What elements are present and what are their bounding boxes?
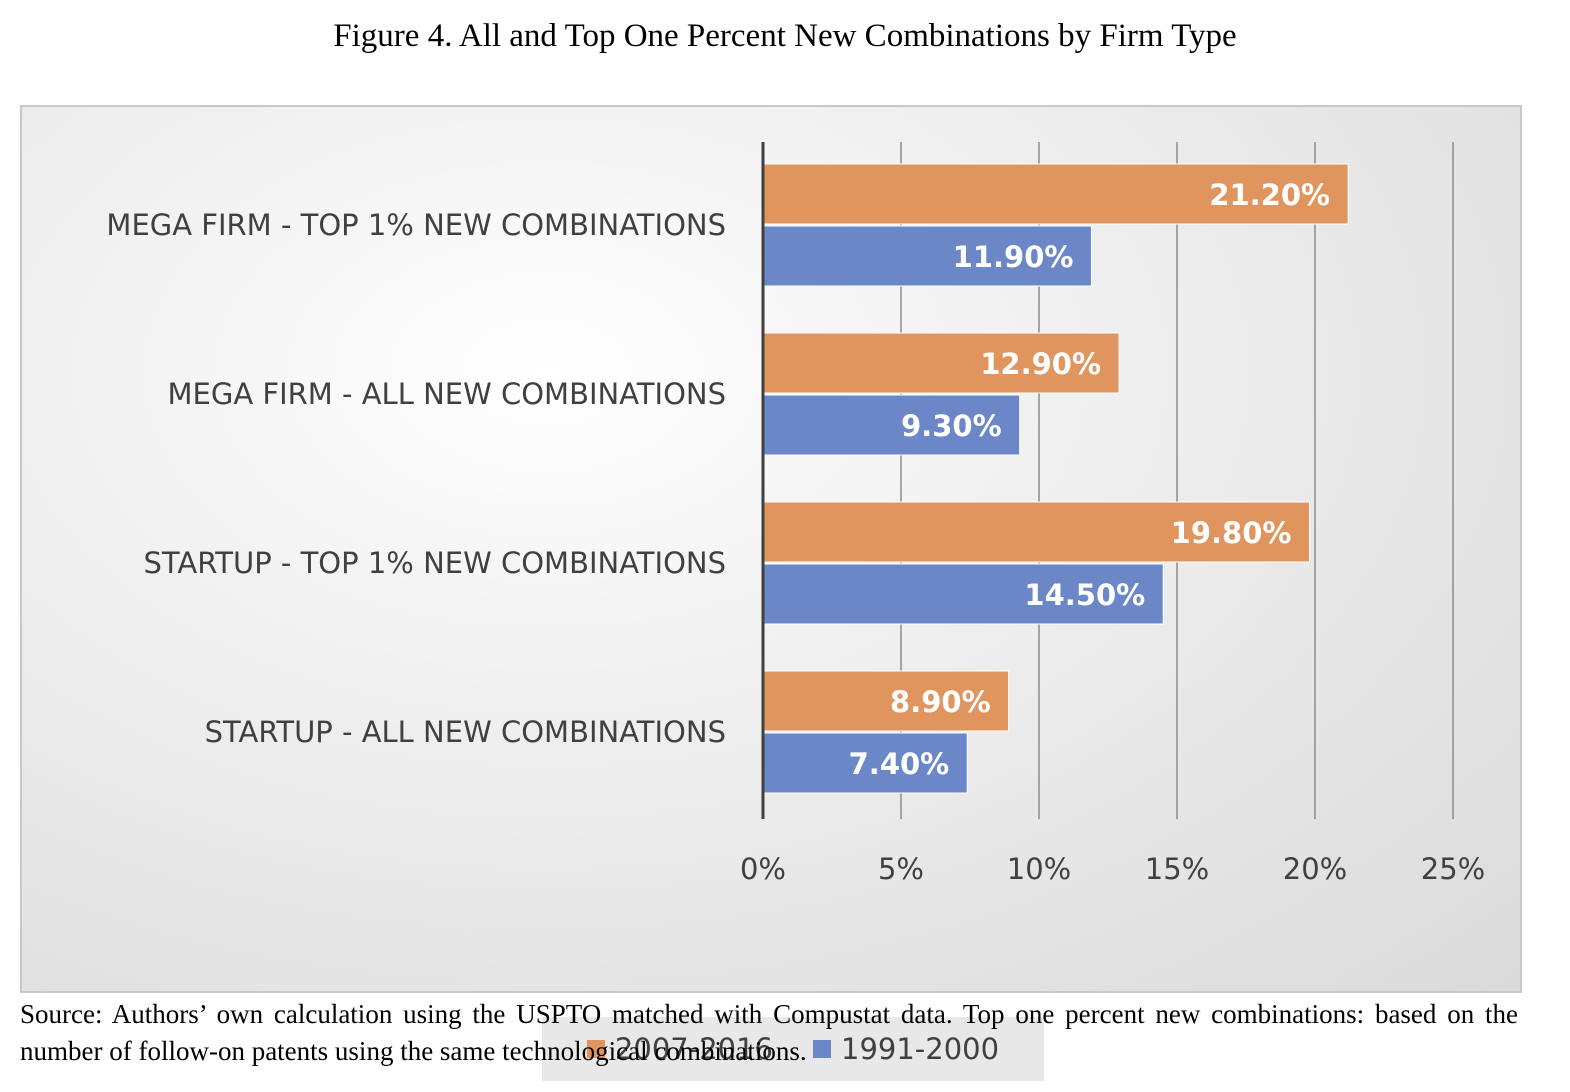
data-label: 21.20% (1209, 178, 1330, 212)
data-label: 11.90% (953, 240, 1074, 274)
data-label: 7.40% (849, 747, 950, 781)
x-tick-label: 15% (1145, 852, 1209, 886)
x-tick-label: 25% (1421, 852, 1485, 886)
category-label: STARTUP - TOP 1% NEW COMBINATIONS (144, 546, 726, 580)
data-label: 9.30% (901, 409, 1002, 443)
data-label: 14.50% (1024, 578, 1145, 612)
x-tick-label: 10% (1007, 852, 1071, 886)
source-note: Source: Authors’ own calculation using t… (20, 996, 1518, 1070)
x-tick-label: 20% (1283, 852, 1347, 886)
category-label: STARTUP - ALL NEW COMBINATIONS (205, 715, 726, 749)
bar-chart: 0% 5% 10% 15% 20% 25% 21.20% 11.90% MEGA FIRM - … (22, 107, 1520, 991)
x-tick-label: 5% (878, 852, 924, 886)
figure-title: Figure 4. All and Top One Percent New Co… (0, 18, 1570, 55)
category-label: MEGA FIRM - TOP 1% NEW COMBINATIONS (106, 208, 726, 242)
x-tick-label: 0% (740, 852, 786, 886)
chart-area: 0% 5% 10% 15% 20% 25% 21.20% 11.90% MEGA FIRM - … (20, 105, 1522, 993)
category-label: MEGA FIRM - ALL NEW COMBINATIONS (168, 377, 726, 411)
data-label: 19.80% (1171, 516, 1292, 550)
data-label: 8.90% (890, 685, 991, 719)
data-label: 12.90% (980, 347, 1101, 381)
